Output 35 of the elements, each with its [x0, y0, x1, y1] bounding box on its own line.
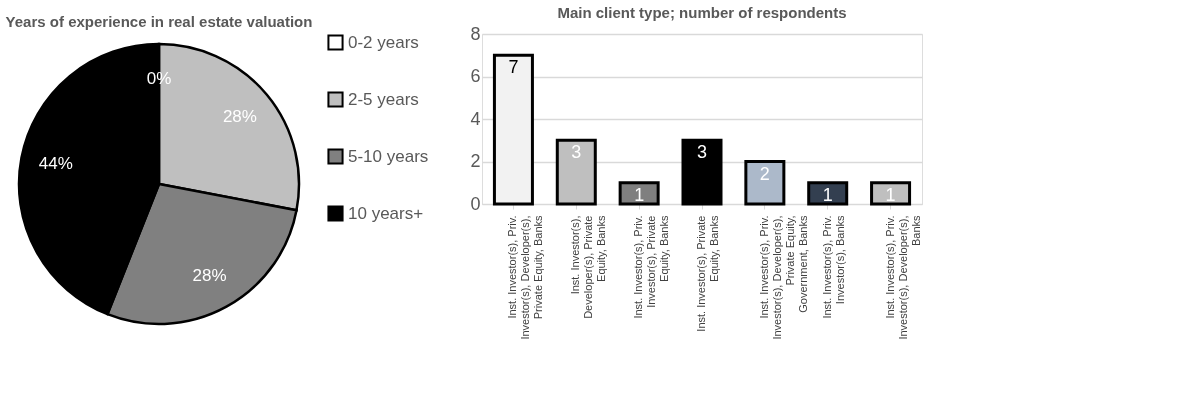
data-label: 28%: [222, 107, 257, 127]
bar: [555, 138, 597, 206]
legend-label: 5-10 years: [348, 146, 429, 166]
x-tick-label: Inst. Investor(s), Priv. Investor(s), Developer(s), Private Equity, Banks: [506, 215, 545, 340]
data-label: 1: [885, 184, 896, 205]
x-tick-label: Inst. Investor(s), Priv. Investor(s), Banks: [820, 215, 846, 319]
data-label: 7: [508, 57, 519, 78]
y-tick-label: 8: [470, 23, 481, 44]
chart-title: Years of experience in real estate valuation: [5, 13, 313, 30]
legend-label: 0-2 years: [348, 32, 419, 52]
data-label: 28%: [192, 266, 227, 286]
y-tick-label: 2: [470, 151, 481, 171]
y-tick-label: 0: [470, 193, 481, 214]
data-label: 2: [759, 163, 770, 184]
y-tick-label: 4: [470, 108, 481, 129]
data-label: 1: [822, 184, 833, 205]
data-label: 44%: [38, 154, 73, 174]
data-label: 3: [696, 142, 708, 163]
x-tick-label: Inst. Investor(s), Priv. Investor(s), Developer(s), Banks: [883, 215, 922, 340]
bar: [807, 181, 849, 206]
x-tick-label: Inst. Investor(s), Priv. Investor(s), Developer(s), Private Equity, Government, Banks: [757, 215, 809, 340]
bar: [681, 138, 723, 206]
bar: [744, 160, 786, 206]
bar: [618, 181, 660, 206]
data-label: 3: [571, 142, 582, 163]
x-tick-label: Inst. Investor(s), Developer(s), Private Equity, Banks: [569, 215, 608, 319]
legend-label: 10 years+: [348, 203, 424, 223]
legend-label: 2-5 years: [348, 89, 419, 109]
chart-title: Main client type; number of respondents: [557, 4, 847, 21]
bar: [492, 53, 534, 206]
x-tick-label: Inst. Investor(s), Priv. Investor(s), Private Equity, Banks: [632, 215, 671, 319]
x-tick-label: Inst. Investor(s), Private Equity, Banks: [695, 215, 720, 332]
bar: [870, 181, 912, 206]
data-label: 1: [634, 184, 645, 205]
y-tick-label: 6: [470, 66, 481, 86]
